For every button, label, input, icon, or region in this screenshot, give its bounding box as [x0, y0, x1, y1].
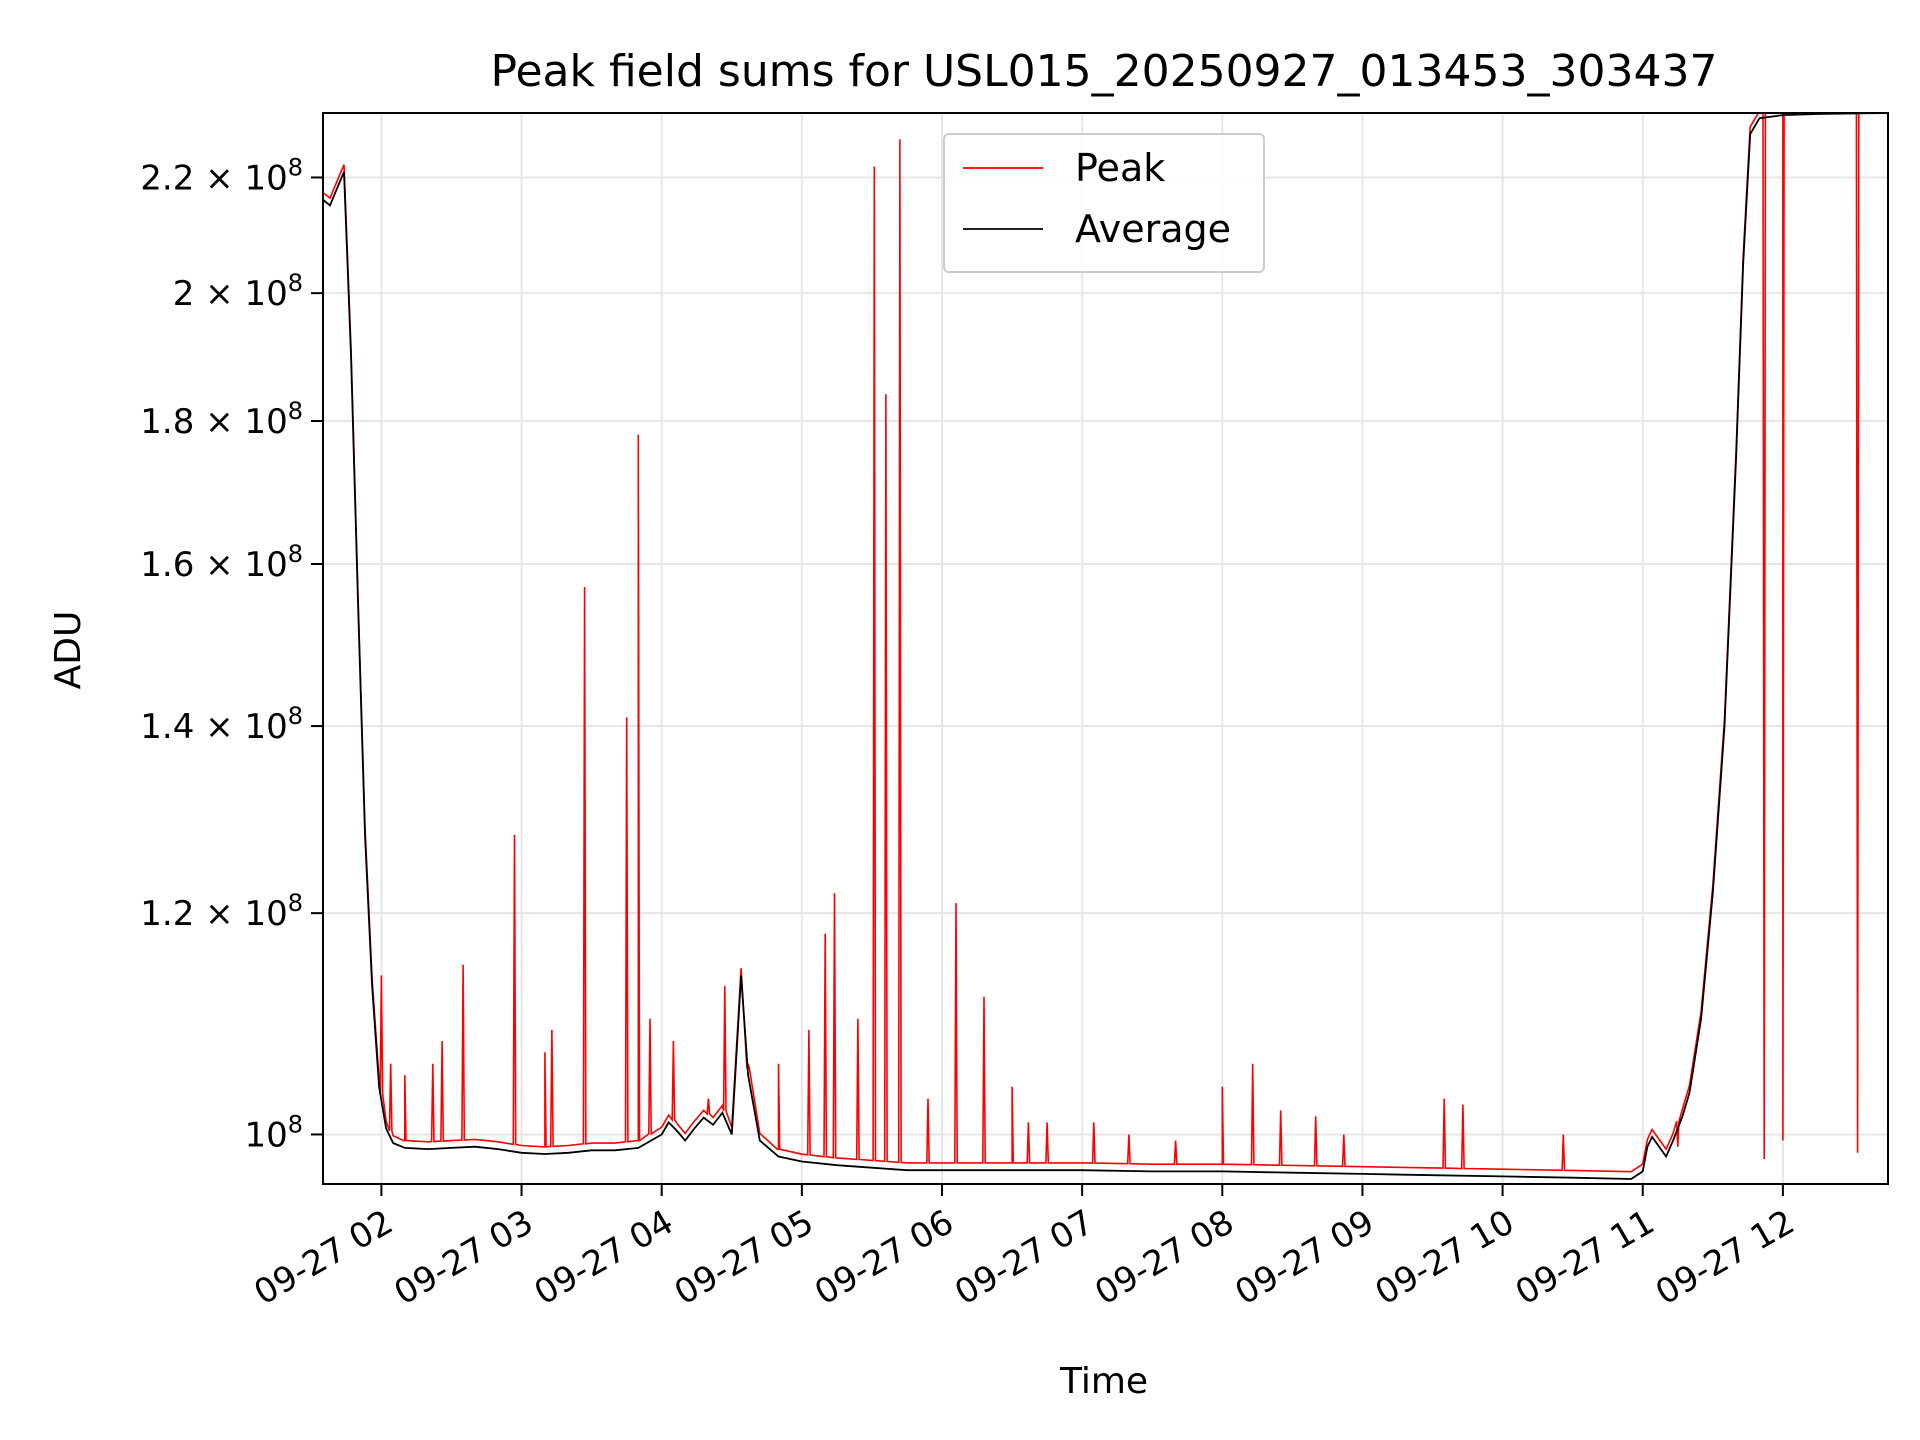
y-tick-exponent: 8	[288, 889, 303, 917]
y-tick-base: 1.4 × 10	[140, 707, 287, 747]
y-tick-exponent: 8	[288, 702, 303, 730]
y-tick-exponent: 8	[288, 153, 303, 181]
y-tick-exponent: 8	[288, 397, 303, 425]
series-line-average	[323, 113, 1888, 1180]
x-tick-label: 09-27 02	[248, 1202, 400, 1313]
y-tick-base: 10	[244, 1115, 287, 1155]
y-tick-exponent: 8	[288, 540, 303, 568]
legend-label-peak: Peak	[1075, 146, 1165, 190]
y-tick-exponent: 8	[288, 1110, 303, 1138]
y-tick-base: 2 × 10	[173, 274, 288, 314]
series-line-peak	[323, 113, 1860, 1173]
x-tick-label: 09-27 09	[1229, 1202, 1381, 1313]
y-tick-base: 2.2 × 10	[140, 158, 287, 198]
y-tick-label: 1.8 × 108	[140, 397, 303, 442]
plot-frame	[322, 112, 1889, 1185]
x-tick-label: 09-27 06	[808, 1202, 960, 1313]
grid	[323, 113, 1888, 1184]
x-tick-label: 09-27 03	[388, 1202, 540, 1313]
x-tick-label: 09-27 12	[1649, 1202, 1801, 1313]
y-tick-label: 2 × 108	[173, 269, 303, 314]
series-layer	[323, 113, 1888, 1180]
y-axis-label: ADU	[48, 611, 89, 690]
x-axis-label: Time	[1059, 1361, 1148, 1402]
y-tick-label: 108	[244, 1110, 303, 1155]
y-tick-label: 1.4 × 108	[140, 702, 303, 747]
y-tick-label: 1.6 × 108	[140, 540, 303, 585]
chart-title: Peak field sums for USL015_20250927_0134…	[491, 46, 1718, 97]
x-tick-label: 09-27 05	[668, 1202, 820, 1313]
y-tick-base: 1.6 × 10	[140, 545, 287, 585]
legend-label-average: Average	[1075, 207, 1231, 251]
x-tick-label: 09-27 11	[1509, 1202, 1661, 1313]
x-tick-label: 09-27 10	[1369, 1202, 1521, 1313]
x-tick-label: 09-27 08	[1088, 1202, 1240, 1313]
y-tick-base: 1.8 × 10	[140, 402, 287, 442]
x-tick-label: 09-27 04	[528, 1202, 680, 1313]
x-tick-label: 09-27 07	[948, 1202, 1100, 1313]
y-tick-base: 1.2 × 10	[140, 894, 287, 934]
y-tick-exponent: 8	[288, 269, 303, 297]
y-tick-label: 2.2 × 108	[140, 153, 303, 198]
legend: Peak Average	[943, 133, 1265, 273]
y-tick-label: 1.2 × 108	[140, 889, 303, 934]
